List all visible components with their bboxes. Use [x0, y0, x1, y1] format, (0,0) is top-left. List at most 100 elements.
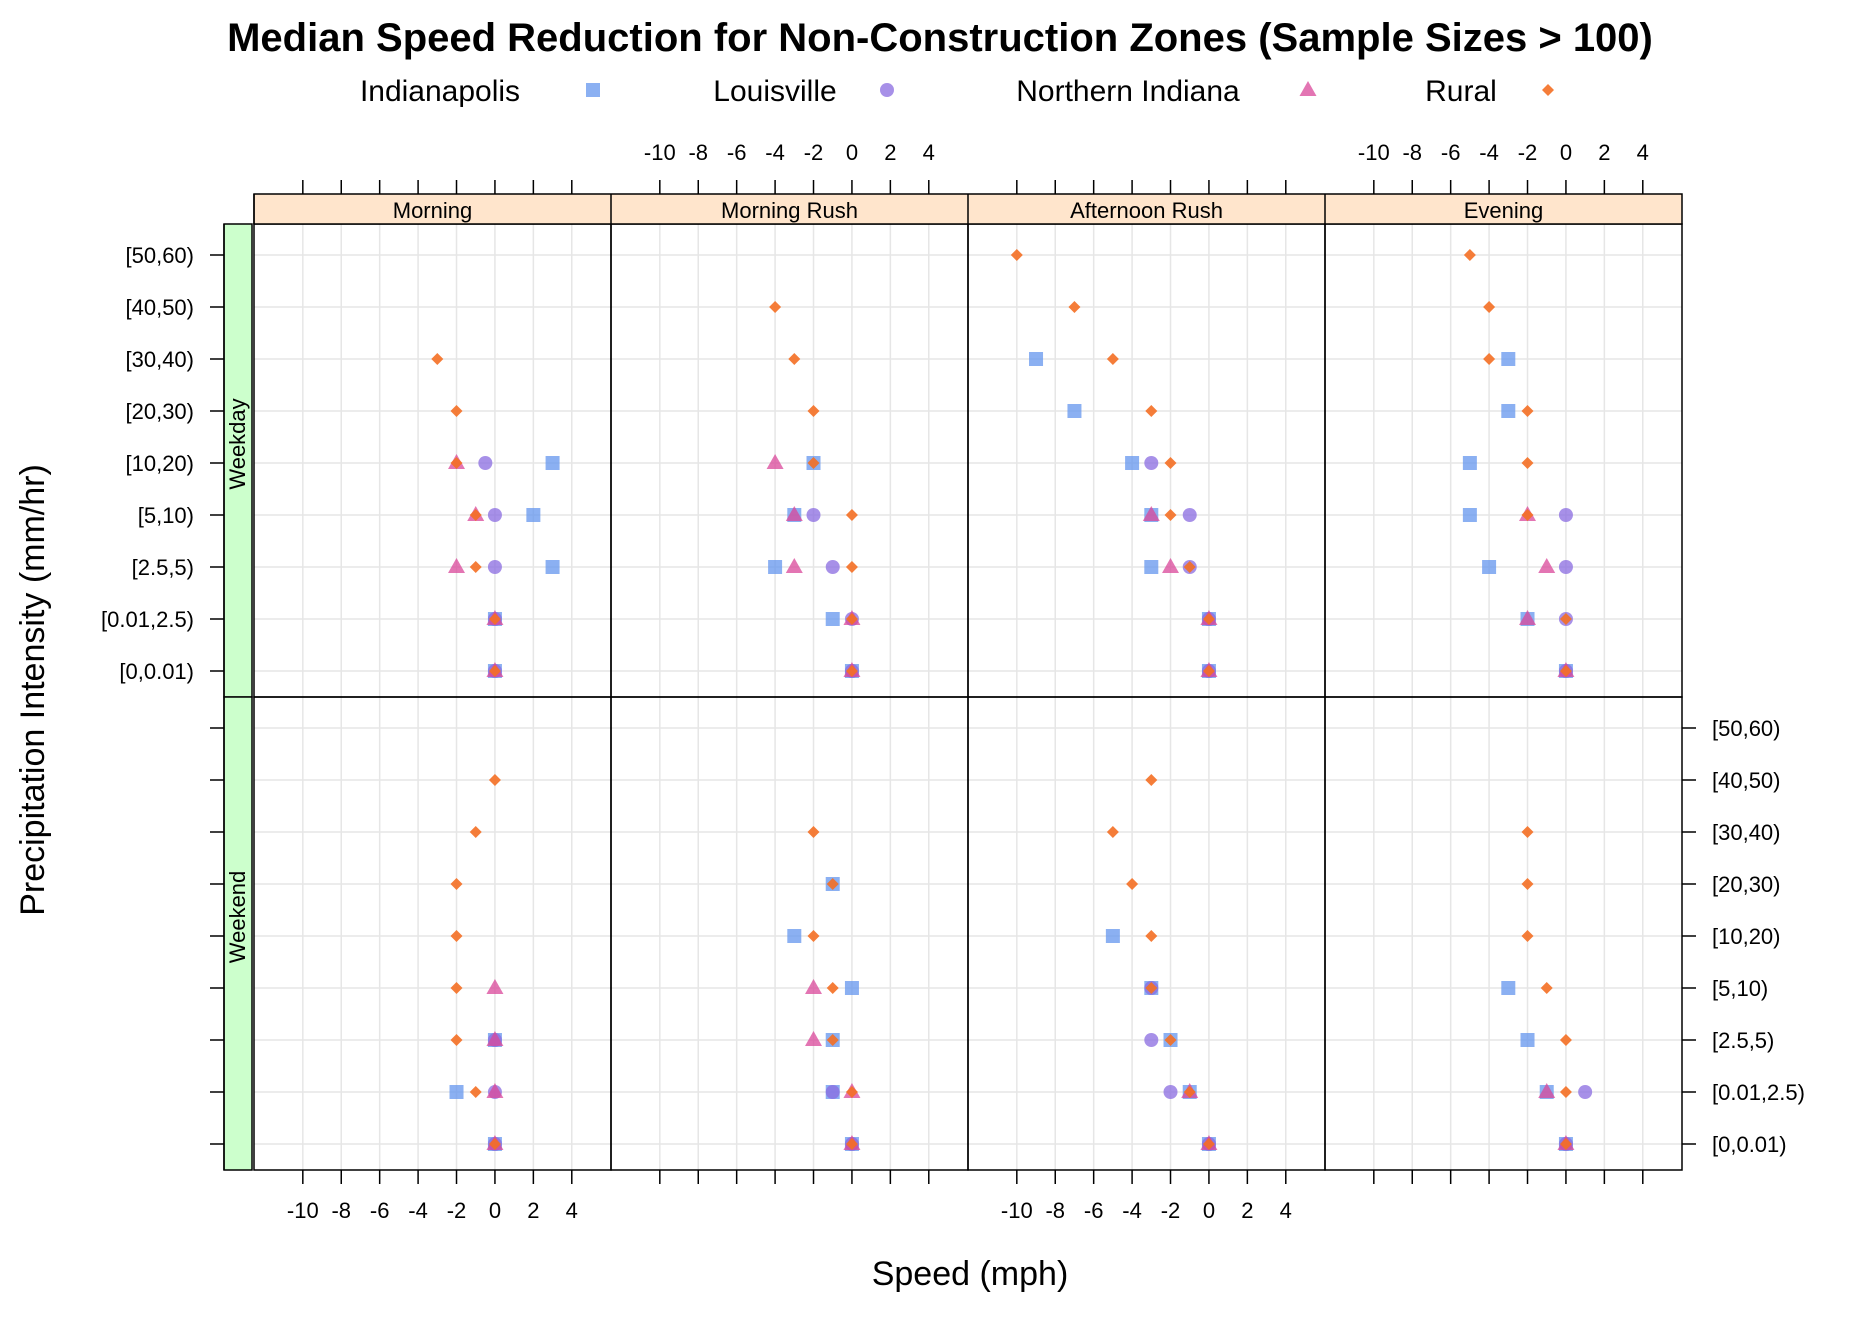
strip-label-morning: Morning: [393, 198, 472, 223]
chart-title: Median Speed Reduction for Non-Construct…: [227, 16, 1653, 60]
x-tick-label-bottom: 2: [1241, 1198, 1253, 1223]
point-louisville: [1558, 560, 1573, 574]
point-rural: [469, 826, 482, 838]
point-rural: [488, 774, 501, 786]
axis-layer: [0,0.01) [0.01,2.5) [2.5,5) [5,10) [10,20) [2…: [101, 140, 1805, 1223]
point-rural: [469, 561, 482, 573]
frame-layer: [253, 223, 1683, 1171]
legend-marker-indianapolis: [586, 83, 600, 97]
x-tick-label-top: -6: [1441, 140, 1461, 165]
point-rural: [1145, 930, 1158, 942]
point-northern-indiana: [1538, 1083, 1556, 1098]
point-indianapolis: [1501, 352, 1516, 366]
point-indianapolis: [1029, 352, 1044, 366]
y-tick-label: [0.01,2.5): [101, 607, 194, 632]
x-tick-label-bottom: -10: [287, 1198, 319, 1223]
point-louisville: [825, 1085, 840, 1099]
point-rural: [1559, 1034, 1572, 1046]
point-rural: [1106, 826, 1119, 838]
point-rural: [1164, 509, 1177, 521]
point-louisville: [1578, 1085, 1593, 1099]
point-rural: [1521, 878, 1534, 890]
point-indianapolis: [1105, 929, 1120, 943]
point-rural: [1559, 1086, 1572, 1098]
x-tick-label-top: -2: [1518, 140, 1538, 165]
point-indianapolis: [1144, 560, 1159, 574]
point-indianapolis: [1462, 508, 1477, 522]
x-tick-label-top: 4: [923, 140, 935, 165]
points-layer: [431, 249, 1593, 1151]
point-indianapolis: [768, 560, 783, 574]
x-tick-label-bottom: -10: [1001, 1198, 1033, 1223]
point-rural: [1559, 1138, 1572, 1150]
point-rural: [431, 353, 444, 365]
x-tick-label-bottom: 4: [566, 1198, 578, 1223]
point-rural: [826, 1034, 839, 1046]
legend-label-northern-indiana: Northern Indiana: [1016, 75, 1240, 108]
panel-weekday-morning-rush: [610, 223, 969, 698]
point-rural: [1145, 774, 1158, 786]
strip-label-evening: Evening: [1464, 198, 1544, 223]
point-rural: [450, 982, 463, 994]
point-northern-indiana: [1519, 610, 1537, 625]
x-tick-label-bottom: 0: [489, 1198, 501, 1223]
point-louisville: [806, 508, 821, 522]
point-rural: [1521, 826, 1534, 838]
point-indianapolis: [1501, 404, 1516, 418]
x-tick-label-bottom: -2: [1161, 1198, 1181, 1223]
point-indianapolis: [1125, 456, 1140, 470]
point-rural: [450, 457, 463, 469]
point-rural: [807, 826, 820, 838]
point-rural: [1183, 1086, 1196, 1098]
point-indianapolis: [1462, 456, 1477, 470]
point-rural: [1483, 301, 1496, 313]
point-rural: [1106, 353, 1119, 365]
strip-label-morning-rush: Morning Rush: [721, 198, 858, 223]
x-tick-label-top: -4: [765, 140, 785, 165]
y-tick-label: [30,40): [1712, 820, 1781, 845]
point-rural: [1068, 301, 1081, 313]
point-louisville: [487, 560, 502, 574]
point-rural: [807, 405, 820, 417]
point-northern-indiana: [448, 558, 466, 573]
point-northern-indiana: [486, 979, 504, 994]
panel-weekday-evening: [1324, 223, 1683, 698]
point-rural: [1202, 1138, 1215, 1150]
point-rural: [1164, 1034, 1177, 1046]
point-rural: [1483, 353, 1496, 365]
point-northern-indiana: [486, 1031, 504, 1046]
point-rural: [1521, 457, 1534, 469]
y-tick-label: [20,30): [126, 399, 195, 424]
x-tick-label-bottom: 4: [1280, 1198, 1292, 1223]
row-strip-weekend: [223, 696, 253, 1171]
point-rural: [845, 1086, 858, 1098]
row-strip-label-weekend: Weekend: [225, 871, 250, 964]
point-northern-indiana: [785, 558, 803, 573]
point-northern-indiana: [785, 506, 803, 521]
point-rural: [1521, 509, 1534, 521]
y-tick-label: [50,60): [126, 243, 195, 268]
y-tick-label: [50,60): [1712, 716, 1781, 741]
point-rural: [1202, 613, 1215, 625]
y-tick-label: [40,50): [126, 295, 195, 320]
point-louisville: [487, 508, 502, 522]
legend-label-louisville: Louisville: [713, 75, 836, 108]
y-tick-label: [40,50): [1712, 768, 1781, 793]
legend-marker-northern-indiana: [1299, 81, 1317, 96]
panel-weekend-afternoon-rush: [967, 696, 1326, 1171]
point-rural: [1202, 665, 1215, 677]
point-indianapolis: [449, 1085, 464, 1099]
point-northern-indiana: [486, 1083, 504, 1098]
x-axis-title: Speed (mph): [872, 1255, 1069, 1293]
point-indianapolis: [1501, 981, 1516, 995]
panel-weekend-morning: [253, 696, 612, 1171]
point-rural: [1145, 982, 1158, 994]
legend-label-rural: Rural: [1425, 75, 1497, 108]
x-tick-label-top: -10: [1358, 140, 1390, 165]
point-rural: [807, 457, 820, 469]
x-tick-label-top: -4: [1479, 140, 1499, 165]
strip-label-afternoon-rush: Afternoon Rush: [1070, 198, 1223, 223]
point-rural: [1540, 982, 1553, 994]
point-rural: [788, 353, 801, 365]
point-louisville: [1182, 508, 1197, 522]
